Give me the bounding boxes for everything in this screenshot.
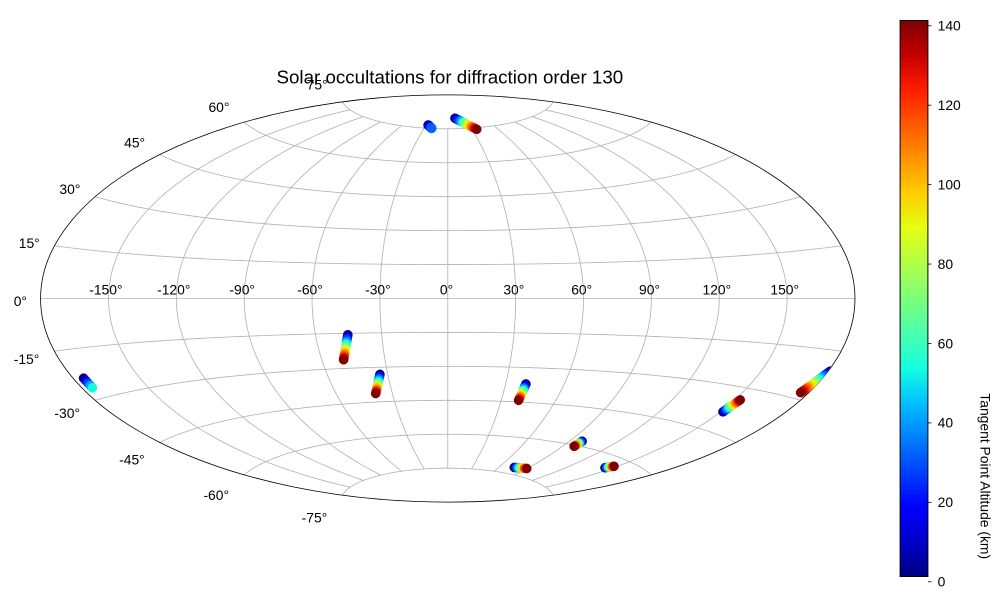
svg-text:-90°: -90°	[229, 282, 255, 298]
svg-text:30°: 30°	[503, 282, 524, 298]
svg-text:Tangent Point Altitude (km): Tangent Point Altitude (km)	[977, 393, 993, 559]
svg-text:15°: 15°	[19, 235, 40, 251]
svg-text:120°: 120°	[703, 282, 732, 298]
svg-text:-150°: -150°	[89, 282, 122, 298]
svg-text:80: 80	[938, 256, 954, 272]
svg-text:40: 40	[938, 415, 954, 431]
svg-text:20: 20	[938, 494, 954, 510]
svg-text:-30°: -30°	[54, 405, 80, 421]
svg-text:-45°: -45°	[119, 452, 145, 468]
svg-text:-60°: -60°	[297, 282, 323, 298]
svg-text:-120°: -120°	[157, 282, 190, 298]
svg-text:-60°: -60°	[203, 487, 229, 503]
svg-text:0°: 0°	[14, 293, 27, 309]
svg-text:60°: 60°	[571, 282, 592, 298]
svg-text:Solar occultations for diffrac: Solar occultations for diffraction order…	[277, 67, 624, 88]
svg-text:0°: 0°	[440, 282, 453, 298]
svg-text:90°: 90°	[639, 282, 660, 298]
svg-text:45°: 45°	[124, 135, 145, 151]
svg-text:140: 140	[938, 18, 961, 34]
svg-text:-75°: -75°	[302, 510, 328, 526]
svg-text:30°: 30°	[59, 181, 80, 197]
svg-text:-30°: -30°	[365, 282, 391, 298]
svg-text:120: 120	[938, 97, 961, 113]
svg-text:0: 0	[938, 574, 946, 590]
svg-text:60°: 60°	[208, 99, 229, 115]
svg-text:100: 100	[938, 176, 961, 192]
svg-text:60: 60	[938, 335, 954, 351]
svg-text:150°: 150°	[770, 282, 799, 298]
svg-text:-15°: -15°	[14, 351, 40, 367]
